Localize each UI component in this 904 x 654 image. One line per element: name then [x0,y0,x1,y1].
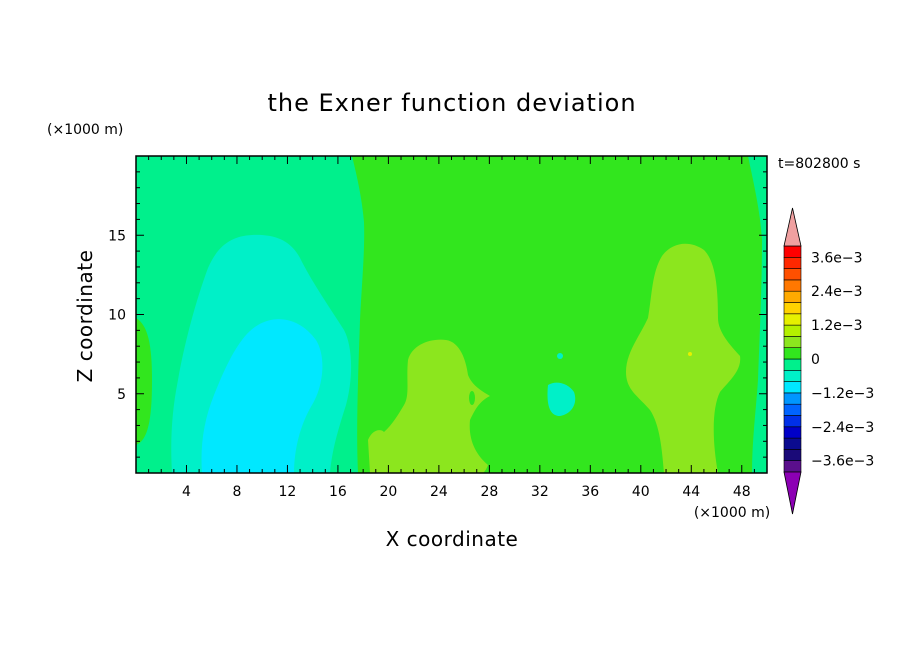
x-tick-label: 44 [682,484,700,500]
colorbar-segment [783,245,802,258]
x-tick-label: 4 [182,484,191,500]
chart-title: the Exner function deviation [267,89,636,117]
contour-field [136,156,767,473]
colorbar-label: −1.2e−3 [811,386,874,402]
contour-band-4e-4-to-8e-4-right [626,243,741,473]
x-tick-label: 16 [329,484,347,500]
x-tick-label: 32 [531,484,549,500]
colorbar-under-triangle [783,471,802,515]
x-tick-label: 12 [279,484,297,500]
x-unit-label: (×1000 m) [694,505,770,521]
x-axis-ticks: 4 8 12 16 20 24 28 32 36 40 44 48 [148,156,755,500]
y-tick-label: 10 [108,308,126,324]
x-tick-label: 24 [430,484,448,500]
colorbar-segment [783,426,802,439]
colorbar-label: 0 [811,352,820,368]
y-axis-label: Z coordinate [73,250,97,383]
x-tick-label: 8 [232,484,241,500]
contour-band-4e-4-to-8e-4-middle [368,339,490,473]
x-tick-label: 48 [733,484,751,500]
colorbar-label: 1.2e−3 [811,318,863,334]
colorbar-label: 3.6e−3 [811,250,863,266]
colorbar-label: 2.4e−3 [811,284,863,300]
colorbar-segment [783,358,802,371]
colorbar-segment [783,279,802,292]
colorbar-segment [783,256,802,269]
y-axis-ticks: 5 10 15 [108,171,767,458]
colorbar: 3.6e−3 2.4e−3 1.2e−3 0 −1.2e−3 −2.4e−3 −3.6e−3 [783,207,874,515]
x-tick-label: 36 [581,484,599,500]
x-tick-label: 28 [480,484,498,500]
y-unit-label: (×1000 m) [47,122,123,138]
colorbar-segment [783,403,802,416]
colorbar-segment [783,324,802,337]
contour-speck [557,353,563,359]
colorbar-segment [783,392,802,405]
contour-speck [688,352,692,356]
colorbar-segment [783,460,802,473]
colorbar-label: −3.6e−3 [811,454,874,470]
colorbar-segment [783,369,802,382]
x-tick-label: 20 [379,484,397,500]
contour-band-neg1.2e-3-to-neg8e-4 [201,319,323,473]
y-tick-label: 5 [117,387,126,403]
colorbar-segment [783,437,802,450]
colorbar-segment [783,268,802,281]
y-tick-label: 15 [108,228,126,244]
colorbar-segment [783,415,802,428]
colorbar-segment [783,381,802,394]
colorbar-label: −2.4e−3 [811,420,874,436]
colorbar-segment [783,290,802,303]
x-tick-label: 40 [632,484,650,500]
contour-band-neg8e-4-to-neg4e-4-patch [547,382,576,416]
colorbar-segment [783,336,802,348]
colorbar-segment [783,449,802,461]
time-label: t=802800 s [778,156,860,172]
colorbar-segment [783,347,802,360]
colorbar-segment [783,313,802,326]
x-axis-label: X coordinate [386,527,519,551]
colorbar-segment [783,302,802,315]
contour-band-0-to-4e-4-left-strip [136,318,152,445]
contour-speck [469,391,475,405]
colorbar-over-triangle [783,207,802,247]
